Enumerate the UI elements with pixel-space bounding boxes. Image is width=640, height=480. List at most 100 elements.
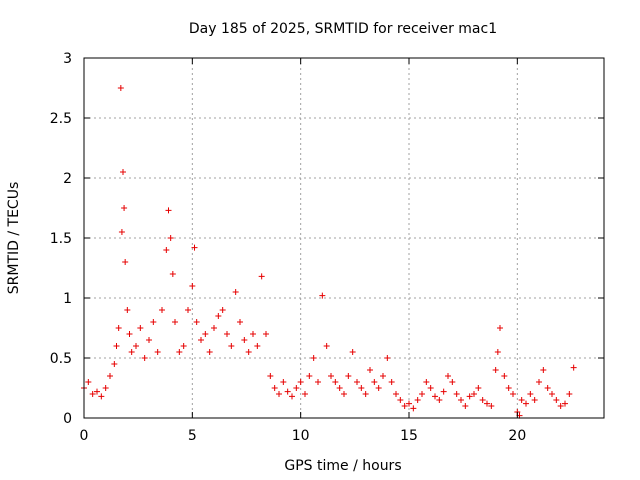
- data-point: [98, 393, 105, 400]
- data-point: [432, 393, 438, 400]
- data-point: [306, 373, 313, 379]
- data-point: [397, 397, 404, 403]
- data-point: [540, 367, 547, 373]
- data-point: [133, 343, 139, 349]
- data-point: [198, 337, 204, 343]
- y-tick-label: 3: [63, 51, 72, 67]
- data-point: [128, 349, 135, 355]
- data-point: [202, 331, 209, 337]
- data-point: [544, 385, 551, 391]
- data-point: [89, 391, 96, 397]
- data-point: [484, 400, 490, 407]
- data-point: [289, 393, 295, 400]
- data-point: [228, 343, 235, 349]
- data-point: [494, 349, 501, 355]
- data-point: [115, 325, 122, 331]
- y-tick-label: 2.5: [50, 111, 72, 127]
- data-point: [172, 319, 178, 325]
- y-tick-label: 0: [63, 411, 72, 427]
- data-point: [445, 373, 451, 379]
- data-point: [167, 235, 174, 241]
- data-point: [124, 307, 131, 313]
- x-tick-label: 0: [80, 428, 89, 444]
- data-point: [449, 379, 456, 385]
- data-point: [349, 349, 356, 355]
- data-point: [319, 292, 326, 299]
- data-point: [113, 343, 120, 349]
- data-point: [380, 373, 386, 379]
- data-point: [293, 385, 300, 391]
- data-point: [94, 388, 100, 395]
- data-point: [375, 385, 382, 391]
- data-point: [121, 205, 128, 211]
- y-tick-label: 1: [63, 291, 72, 307]
- data-point: [367, 367, 373, 373]
- y-tick-label: 1.5: [50, 231, 72, 247]
- data-point: [206, 349, 213, 355]
- data-point: [102, 385, 109, 391]
- data-points: [81, 85, 577, 419]
- chart-title: Day 185 of 2025, SRMTID for receiver mac…: [189, 21, 497, 37]
- data-point: [126, 331, 133, 337]
- y-tick-label: 0.5: [50, 351, 72, 367]
- data-point: [211, 325, 217, 331]
- data-point: [488, 403, 495, 409]
- data-point: [176, 349, 183, 355]
- data-point: [566, 391, 573, 397]
- data-point: [497, 325, 503, 331]
- data-point: [250, 331, 256, 337]
- data-point: [232, 289, 239, 295]
- data-point: [492, 367, 499, 373]
- data-point: [401, 403, 408, 409]
- x-tick-label: 15: [400, 428, 418, 444]
- data-point: [117, 85, 124, 91]
- data-point: [141, 355, 148, 361]
- data-point: [111, 361, 118, 367]
- data-point: [122, 259, 129, 265]
- data-point: [419, 391, 425, 397]
- data-point: [462, 403, 469, 409]
- data-point: [458, 397, 464, 403]
- data-point: [280, 379, 287, 385]
- data-point: [323, 343, 330, 349]
- x-axis-label: GPS time / hours: [284, 458, 401, 474]
- data-point: [263, 331, 269, 337]
- data-point: [358, 385, 365, 391]
- data-point: [241, 337, 248, 343]
- data-point: [85, 379, 92, 385]
- data-point: [237, 319, 243, 325]
- data-point: [354, 379, 360, 385]
- data-point: [501, 373, 508, 379]
- data-point: [527, 391, 534, 397]
- data-point: [215, 313, 222, 319]
- data-point: [193, 319, 200, 325]
- data-point: [406, 400, 412, 407]
- data-point: [332, 379, 339, 385]
- data-point: [436, 397, 443, 403]
- data-point: [297, 379, 304, 385]
- x-tick-label: 10: [292, 428, 310, 444]
- data-point: [536, 379, 542, 385]
- data-point: [180, 343, 187, 349]
- data-point: [271, 385, 278, 391]
- data-point: [258, 273, 265, 280]
- data-point: [185, 307, 191, 313]
- data-point: [310, 355, 317, 361]
- data-point: [328, 373, 334, 379]
- data-point: [410, 405, 417, 412]
- data-point: [302, 391, 308, 397]
- data-point: [163, 247, 170, 253]
- data-point: [107, 373, 113, 379]
- data-point: [276, 391, 282, 397]
- data-point: [549, 391, 555, 397]
- axis-ticks: 0 5 10 15 20 0 0.5 1 1.5 2 2.5 3: [50, 51, 604, 444]
- data-point: [137, 325, 144, 331]
- data-point: [475, 385, 482, 391]
- data-point: [345, 373, 352, 379]
- data-point: [471, 391, 477, 397]
- data-point: [388, 379, 395, 385]
- data-point: [362, 391, 369, 397]
- x-tick-label: 5: [188, 428, 197, 444]
